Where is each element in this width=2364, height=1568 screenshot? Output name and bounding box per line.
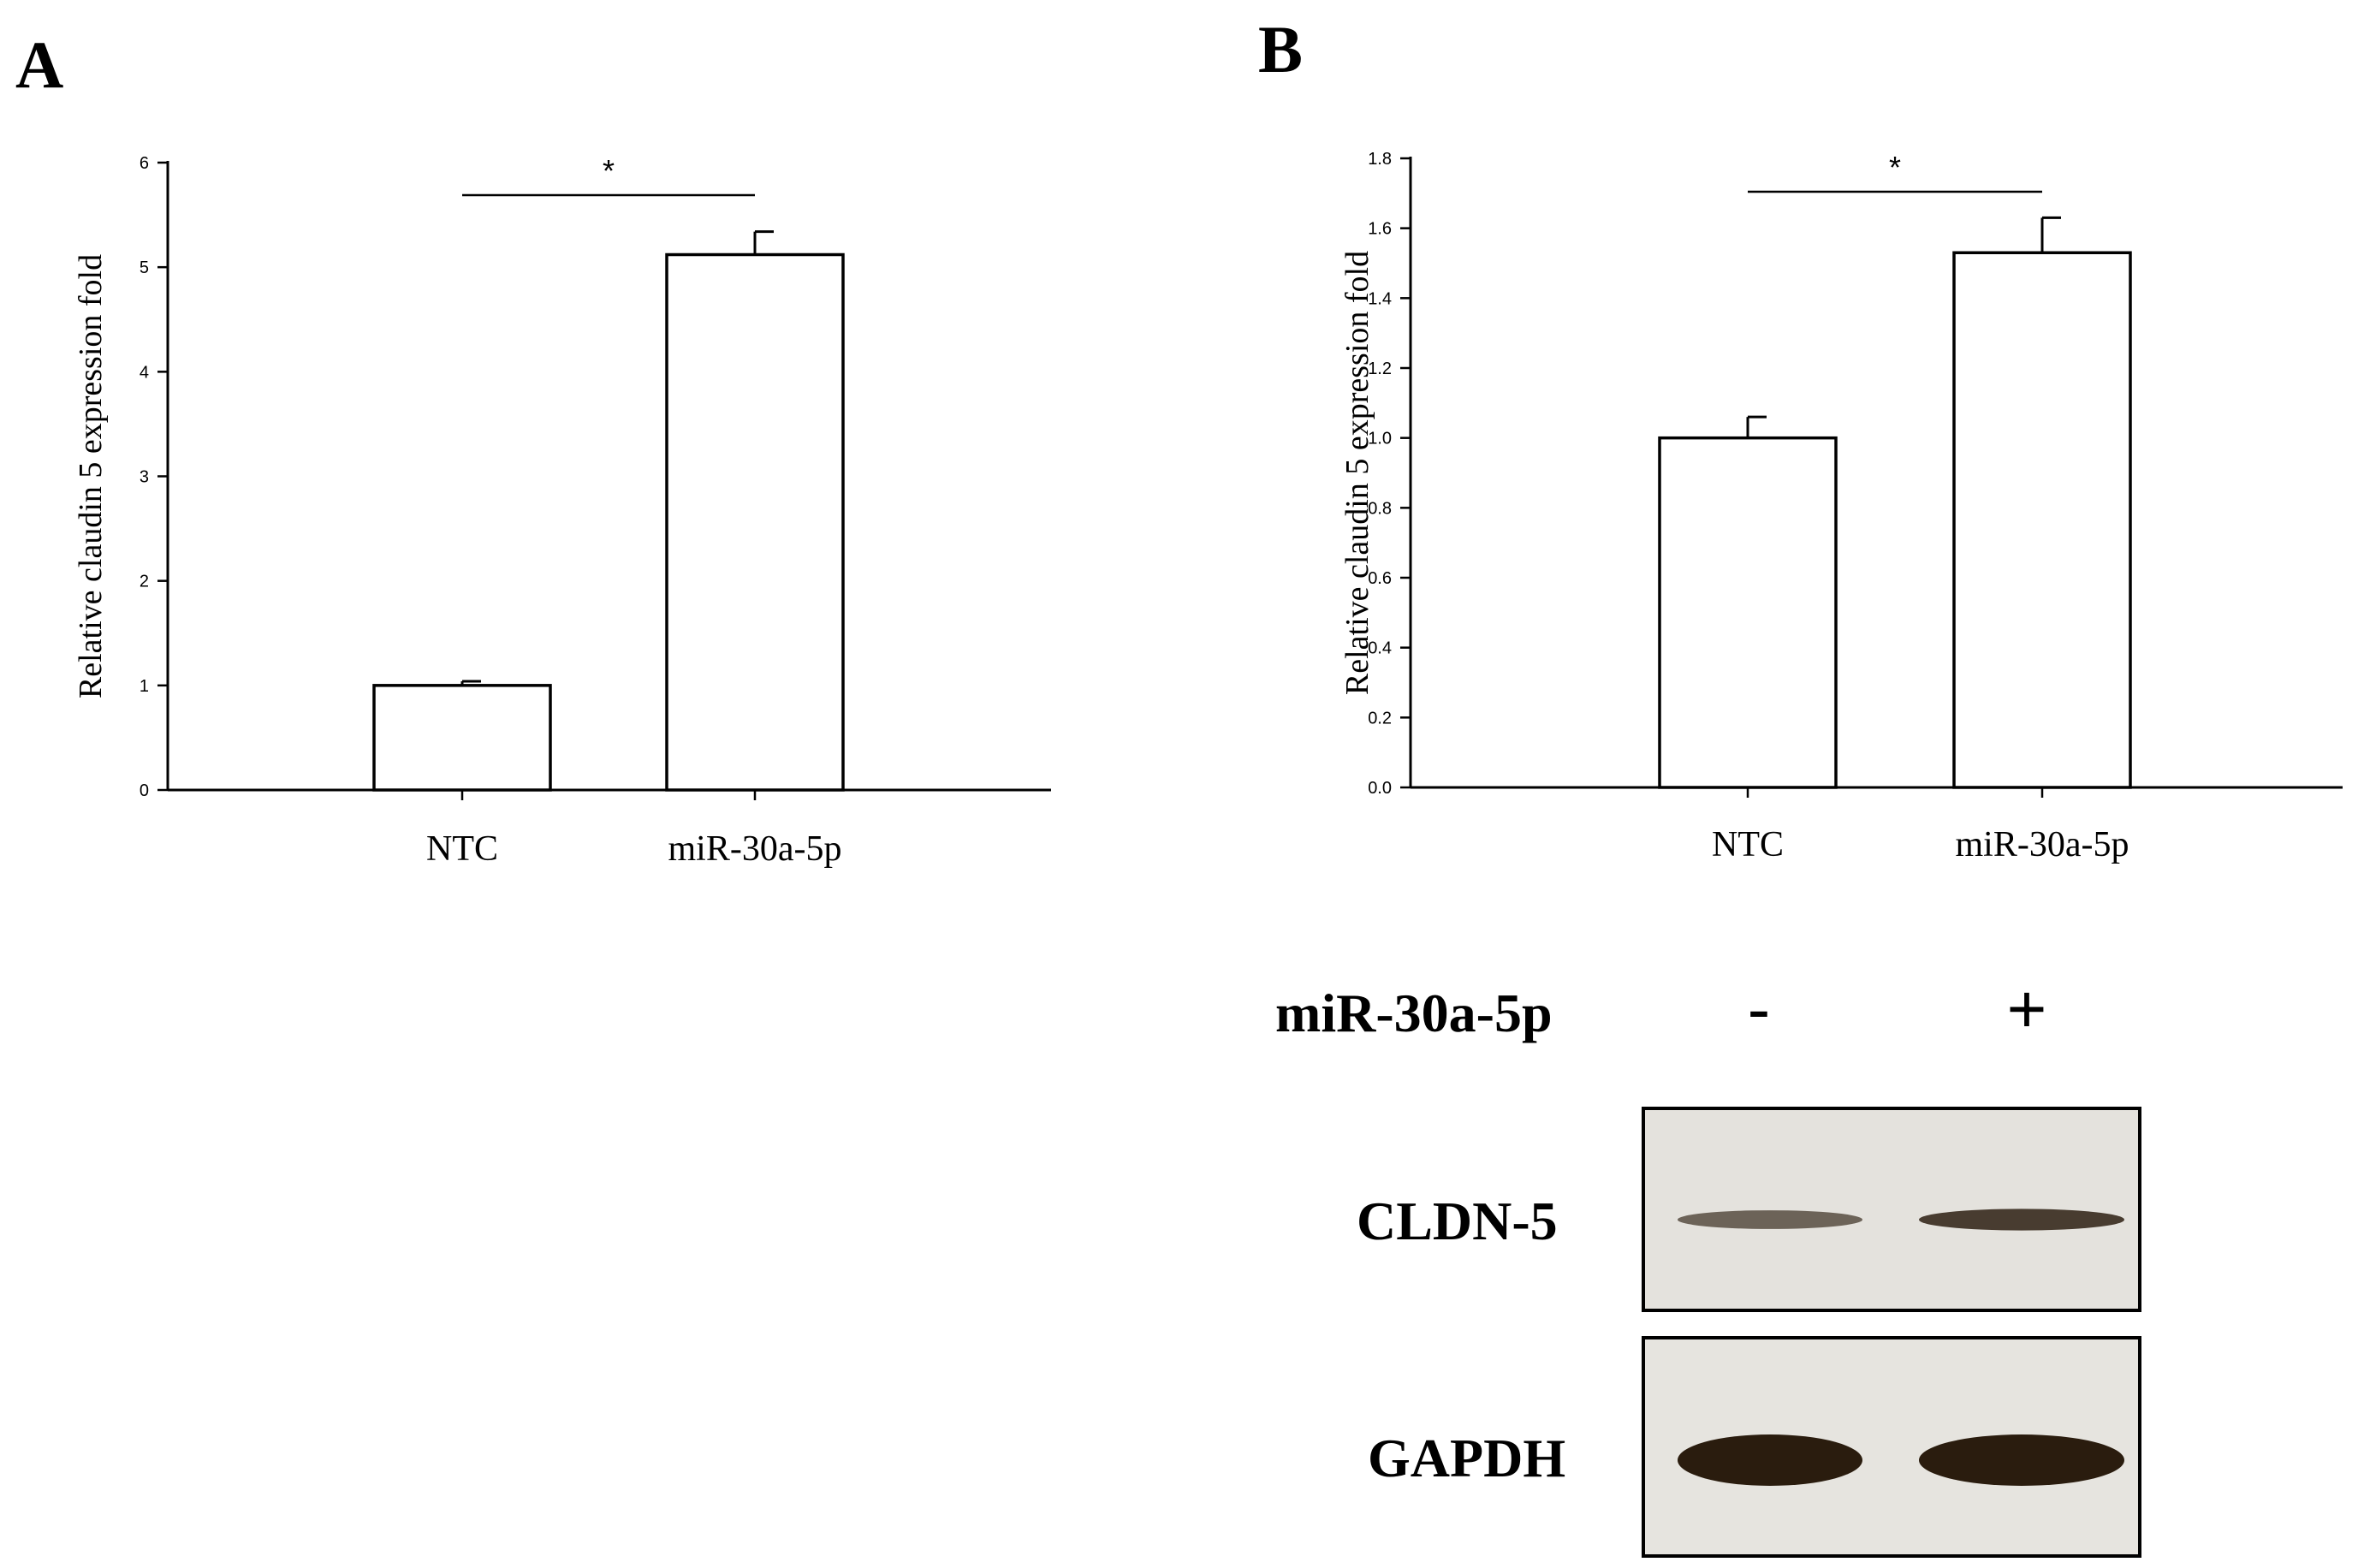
chart-b-y-tick-label: 0.2 [1368,709,1392,728]
chart-a-category-label: miR-30a-5p [668,829,842,869]
blot-membrane-cldn5 [1642,1107,2141,1312]
chart-b-bar-ntc [1658,436,1838,789]
western-blot: miR-30a-5p - + CLDN-5 GAPDH [1275,971,2141,1558]
blot-bands [1678,1209,2124,1486]
chart-a-y-tick-label: 2 [140,573,149,591]
chart-b-y-tick-label: 1.6 [1368,220,1392,239]
chart-a-y-tick-label: 5 [140,258,149,277]
blot-row-label-cldn5: CLDN-5 [1357,1191,1558,1251]
chart-a-bar-ntc [372,684,552,792]
chart-a-bar-mir30a [665,252,845,792]
panel-a-letter: A [15,27,63,102]
chart-a-y-tick-label: 3 [140,468,149,487]
chart-b-y-tick-label: 1.0 [1368,430,1392,448]
chart-b-y-axis-title: Relative claudin 5 expression fold [1339,251,1375,695]
lane-minus-sign: - [1748,971,1771,1047]
chart-b-y-tick-label: 0.6 [1368,569,1392,588]
chart-a: 0 1 2 3 4 5 6 NTC miR-30a-5p * Relative claudin 5 … [73,153,1051,869]
chart-a-y-tick-label: 1 [140,677,149,696]
chart-b-y-tick-label: 0.8 [1368,499,1392,518]
lane-plus-sign: + [2007,971,2047,1047]
chart-b-y-tick-label: 1.4 [1368,289,1392,308]
panel-b-letter: B [1258,12,1303,86]
chart-a-significance-label: * [603,153,615,188]
blot-band-cldn-5-lane-1 [1678,1210,1862,1229]
blot-band-cldn-5-lane-2 [1919,1209,2124,1231]
chart-a-y-tick-label: 4 [140,363,149,382]
blot-band-gapdh-lane-2 [1919,1434,2124,1486]
chart-b: 0.0 0.2 0.4 0.6 0.8 1.0 1.2 1.4 1.6 1.8 NTC miR-30a… [1339,150,2343,864]
chart-a-y-tick-label: 6 [140,154,149,173]
chart-a-y-axis-title: Relative claudin 5 expression fold [73,254,109,698]
chart-b-category-label: NTC [1712,825,1784,864]
chart-b-bar-mir30a [1952,251,2132,789]
chart-b-y-tick-label: 1.2 [1368,359,1392,378]
blot-row-label-gapdh: GAPDH [1368,1428,1565,1488]
chart-b-category-label: miR-30a-5p [1956,825,2129,864]
chart-b-y-tick-label: 0.0 [1368,779,1392,798]
chart-b-y-tick-label: 0.4 [1368,639,1392,658]
chart-b-significance-label: * [1889,150,1901,185]
blot-treatment-label: miR-30a-5p [1275,983,1553,1043]
blot-band-gapdh-lane-1 [1678,1434,1862,1486]
chart-a-y-tick-label: 0 [140,781,149,800]
chart-a-category-label: NTC [426,829,498,869]
chart-b-y-tick-label: 1.8 [1368,150,1392,169]
